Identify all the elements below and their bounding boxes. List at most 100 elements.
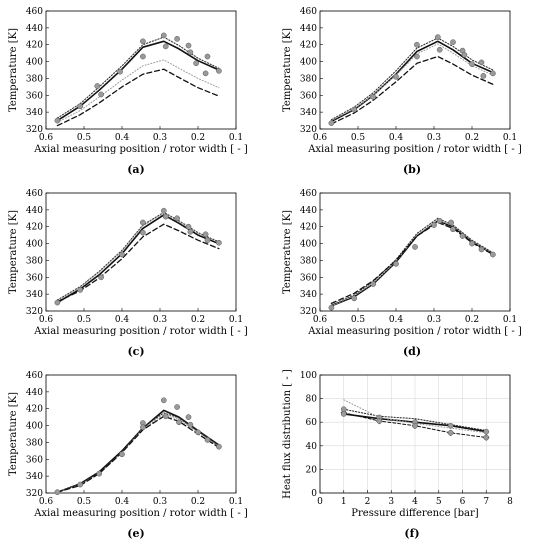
y-tick-label: 360 [26, 91, 43, 101]
y-tick-label: 420 [26, 41, 43, 51]
x-tick-label: 0.3 [153, 133, 168, 143]
y-tick-label: 320 [300, 125, 317, 135]
y-axis-label: Temperature [K] [8, 392, 19, 476]
y-tick-label: 420 [26, 405, 43, 415]
x-tick-label: 7 [483, 497, 489, 507]
x-tick-label: 0.6 [313, 315, 328, 325]
x-tick-label: 0.4 [115, 133, 130, 143]
data-point-marker [328, 304, 335, 311]
x-tick-label: 0.2 [191, 315, 205, 325]
y-tick-label: 420 [26, 223, 43, 233]
data-point-marker [160, 32, 167, 39]
data-point-marker [216, 443, 222, 450]
series-line-solid [330, 220, 494, 307]
x-tick-label: 8 [507, 497, 513, 507]
y-tick-label: 340 [26, 108, 43, 118]
panel-caption: (a) [127, 163, 145, 176]
y-tick-label: 320 [26, 125, 43, 135]
data-point-marker [431, 222, 437, 228]
data-point-marker [185, 414, 192, 420]
data-point-marker [340, 406, 347, 413]
data-point-marker [54, 299, 61, 306]
x-tick-label: 0.4 [115, 497, 130, 507]
x-tick-label: 0.6 [39, 497, 54, 507]
x-tick-label: 0.5 [351, 315, 366, 325]
data-point-marker [448, 219, 454, 226]
y-tick-label: 400 [26, 58, 43, 68]
data-point-marker [204, 437, 211, 443]
y-tick-label: 320 [26, 489, 43, 499]
y-tick-label: 320 [26, 307, 43, 317]
x-tick-label: 0.5 [77, 133, 92, 143]
data-point-marker [483, 428, 490, 435]
data-point-marker [160, 397, 167, 404]
x-tick-label: 3 [388, 497, 394, 507]
x-tick-label: 0.1 [503, 133, 517, 143]
y-tick-label: 440 [26, 24, 43, 34]
data-point-marker [185, 223, 192, 230]
y-tick-label: 0 [311, 489, 317, 499]
data-point-marker [490, 251, 496, 258]
x-tick-label: 0.1 [229, 497, 243, 507]
x-tick-label: 0.2 [191, 497, 205, 507]
data-point-marker [117, 68, 123, 75]
x-tick-label: 0.1 [229, 315, 243, 325]
data-point-marker [393, 73, 399, 80]
x-tick-label: 0.6 [39, 315, 54, 325]
y-tick-label: 460 [300, 189, 317, 199]
y-axis-label: Temperature [K] [282, 210, 293, 294]
data-point-marker [98, 274, 104, 281]
y-tick-label: 340 [26, 472, 43, 482]
y-tick-label: 440 [26, 388, 43, 398]
data-point-marker [187, 421, 194, 428]
x-tick-label: 0 [317, 497, 323, 507]
y-tick-label: 320 [300, 307, 317, 317]
data-point-marker [174, 35, 180, 42]
plot-frame [319, 192, 511, 312]
data-point-marker [216, 239, 222, 246]
x-tick-label: 0.5 [77, 497, 92, 507]
x-tick-label: 1 [341, 497, 347, 507]
y-tick-label: 400 [300, 58, 317, 68]
data-point-marker [370, 281, 377, 287]
data-point-marker [160, 207, 167, 214]
series-line-dashed [330, 221, 494, 305]
x-tick-label: 0.3 [153, 315, 168, 325]
data-point-marker [96, 470, 103, 477]
series-line-dotted-light [56, 59, 220, 123]
data-point-marker [187, 228, 194, 235]
plot-frame [319, 10, 511, 130]
data-point-marker [54, 489, 61, 496]
panel-c: 0.6 0.5 0.4 0.3 0.2 0.1 320 340 360 380 400 420 440 4… [8, 189, 248, 358]
y-tick-label: 340 [300, 290, 317, 300]
series-line-solid [56, 409, 220, 494]
series-line-dashed [56, 68, 220, 127]
data-point-marker [140, 53, 146, 60]
plot-frame [45, 192, 237, 312]
x-tick-label: 0.1 [229, 133, 243, 143]
data-point-marker [162, 413, 169, 420]
data-point-marker [459, 233, 466, 239]
x-tick-label: 5 [436, 497, 442, 507]
y-tick-label: 460 [300, 7, 317, 17]
data-point-marker [193, 60, 199, 67]
data-point-marker [393, 260, 399, 267]
y-tick-label: 440 [300, 24, 317, 34]
panel-a: 0.6 0.5 0.4 0.3 0.2 0.1 320 340 360 380 400 420 440 4… [8, 7, 248, 176]
x-tick-label: 0.6 [39, 133, 54, 143]
series-line-dashed [56, 223, 220, 303]
data-point-marker [414, 41, 420, 48]
y-tick-label: 360 [26, 273, 43, 283]
x-axis-label: Pressure difference [bar] [351, 508, 479, 519]
data-point-marker [204, 237, 211, 244]
series-line-dotted-light [330, 219, 494, 307]
x-tick-label: 0.3 [153, 497, 168, 507]
x-tick-label: 0.3 [427, 315, 442, 325]
data-point-marker [328, 120, 335, 126]
data-point-marker [370, 94, 377, 100]
data-point-marker [195, 429, 201, 436]
x-tick-label: 2 [365, 497, 371, 507]
y-tick-label: 360 [300, 91, 317, 101]
